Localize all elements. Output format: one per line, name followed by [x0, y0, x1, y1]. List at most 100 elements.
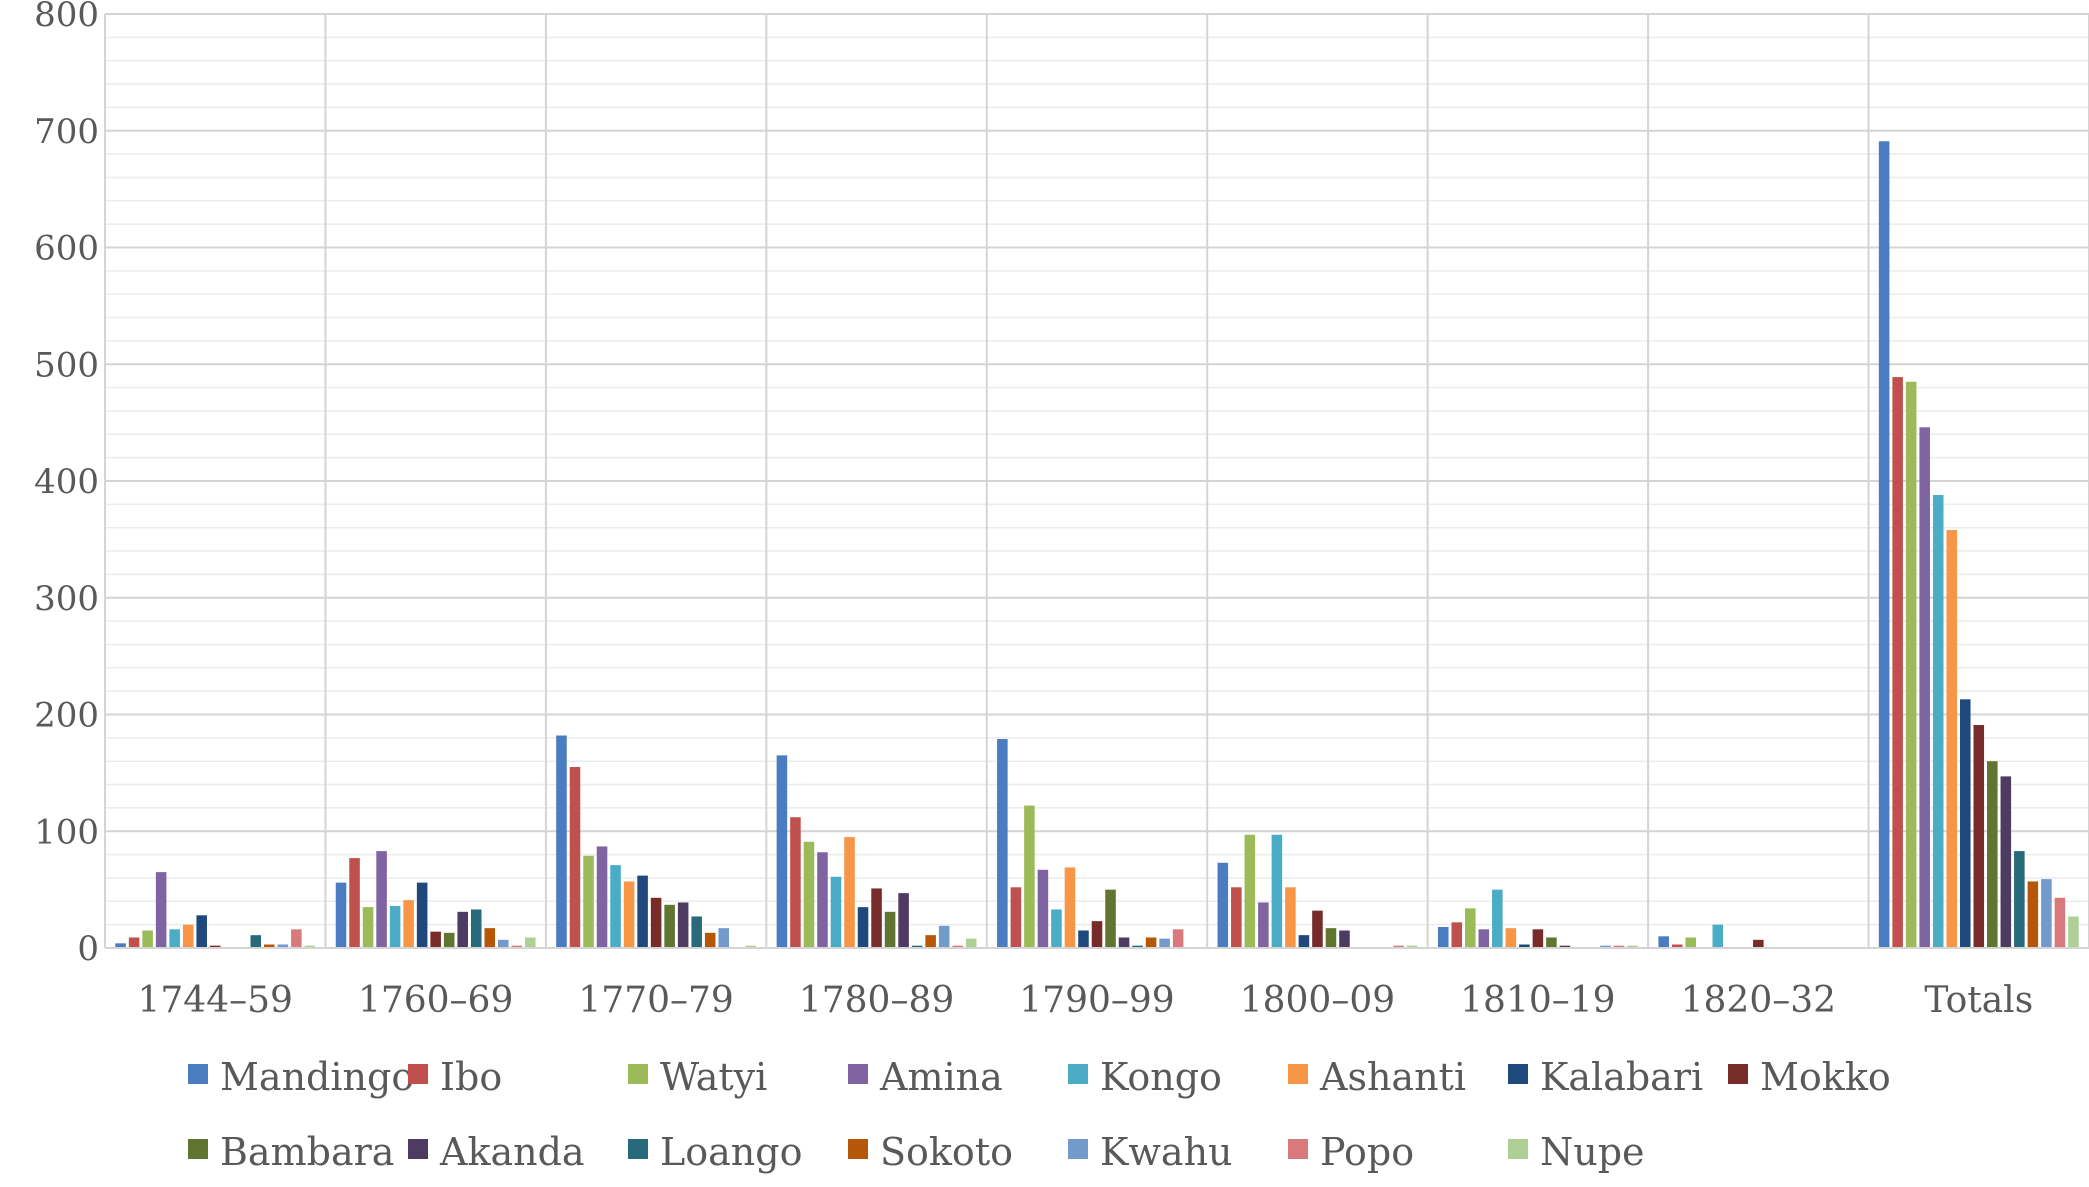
- legend-label: Kongo: [1100, 1055, 1222, 1099]
- bar-amina-4: [817, 852, 828, 948]
- y-tick-label: 100: [34, 812, 99, 852]
- bar-amina-1: [155, 872, 167, 948]
- gridlines: [104, 13, 2089, 949]
- bar-bambara-9: [1987, 761, 1998, 948]
- legend-swatch: [848, 1139, 868, 1159]
- legend-swatch: [1508, 1139, 1528, 1159]
- bar-akanda-6: [1339, 930, 1350, 948]
- legend-swatch: [188, 1064, 208, 1084]
- bar-bambara-7: [1546, 937, 1557, 948]
- bar-akanda-5: [1118, 937, 1130, 948]
- bar-kalabari-2: [416, 882, 428, 948]
- legend-label: Nupe: [1540, 1130, 1645, 1174]
- bar-watyi-1: [142, 930, 153, 948]
- bar-kongo-8: [1712, 924, 1724, 948]
- bar-akanda-3: [677, 902, 689, 948]
- legend-item-ashanti: Ashanti: [1288, 1055, 1466, 1099]
- y-tick-label: 600: [34, 229, 99, 269]
- legend-item-sokoto: Sokoto: [848, 1130, 1013, 1174]
- bar-watyi-3: [583, 855, 594, 948]
- bar-watyi-7: [1465, 908, 1476, 948]
- bar-mandingo-5: [997, 739, 1008, 948]
- bar-mokko-3: [650, 897, 662, 948]
- bar-ashanti-7: [1505, 928, 1517, 948]
- bar-mandingo-2: [335, 882, 347, 948]
- bar-loango-5: [1132, 945, 1143, 948]
- x-tick-label: 1800–09: [1240, 980, 1395, 1021]
- bar-sokoto-9: [2027, 881, 2039, 948]
- y-tick-label: 700: [34, 112, 99, 152]
- bar-mandingo-3: [556, 735, 567, 948]
- bar-kalabari-1: [196, 915, 207, 948]
- bar-amina-5: [1037, 869, 1049, 948]
- bar-kwahu-5: [1159, 938, 1170, 948]
- legend-label: Mokko: [1760, 1055, 1891, 1099]
- x-tick-label: 1770–79: [578, 980, 733, 1021]
- bar-kongo-6: [1271, 834, 1283, 948]
- bar-sokoto-1: [264, 944, 275, 948]
- bar-akanda-2: [457, 911, 468, 948]
- bar-mokko-9: [1973, 725, 1985, 948]
- bar-akanda-9: [2000, 776, 2012, 948]
- legend: Mandingo Ibo Watyi Amina Kongo Ashanti Kalabar…: [188, 1055, 1891, 1174]
- x-tick-label: Totals: [1924, 980, 2033, 1021]
- bar-amina-2: [376, 851, 387, 948]
- bar-mandingo-1: [115, 943, 126, 948]
- bar-ashanti-5: [1064, 867, 1076, 948]
- legend-swatch: [628, 1064, 648, 1084]
- legend-item-mokko: Mokko: [1728, 1055, 1891, 1099]
- bar-kalabari-4: [857, 907, 869, 948]
- legend-swatch: [1288, 1064, 1308, 1084]
- legend-item-watyi: Watyi: [628, 1055, 767, 1099]
- bar-kalabari-7: [1519, 944, 1530, 948]
- legend-item-nupe: Nupe: [1508, 1130, 1645, 1174]
- bar-bambara-2: [443, 932, 455, 948]
- legend-label: Akanda: [439, 1130, 585, 1174]
- legend-item-amina: Amina: [848, 1055, 1003, 1099]
- bar-bambara-6: [1325, 928, 1337, 948]
- legend-item-kongo: Kongo: [1068, 1055, 1222, 1099]
- legend-swatch: [1068, 1139, 1088, 1159]
- legend-swatch: [408, 1064, 428, 1084]
- bar-ashanti-9: [1946, 530, 1958, 948]
- legend-item-loango: Loango: [628, 1130, 802, 1174]
- bar-ibo-1: [128, 937, 140, 948]
- bar-mandingo-7: [1437, 926, 1449, 948]
- legend-item-bambara: Bambara: [188, 1130, 394, 1174]
- bar-sokoto-3: [704, 932, 716, 948]
- bar-amina-7: [1478, 929, 1490, 948]
- bar-popo-5: [1172, 929, 1184, 948]
- bar-bambara-4: [884, 911, 896, 948]
- bar-loango-9: [2014, 851, 2025, 948]
- bar-amina-9: [1919, 427, 1930, 948]
- bar-nupe-1: [304, 945, 316, 948]
- bar-sokoto-5: [1145, 937, 1157, 948]
- legend-label: Sokoto: [880, 1130, 1013, 1174]
- legend-label: Kwahu: [1100, 1130, 1233, 1174]
- legend-swatch: [188, 1139, 208, 1159]
- bar-amina-3: [596, 846, 608, 948]
- bar-nupe-9: [2068, 916, 2079, 948]
- bar-popo-9: [2054, 897, 2066, 948]
- legend-swatch: [848, 1064, 868, 1084]
- bar-watyi-8: [1685, 937, 1697, 948]
- bar-loango-2: [470, 909, 482, 948]
- bar-kongo-3: [610, 865, 621, 948]
- bar-kongo-2: [389, 905, 401, 948]
- legend-item-akanda: Akanda: [408, 1130, 585, 1174]
- bar-kalabari-5: [1078, 930, 1089, 948]
- bar-loango-4: [911, 945, 923, 948]
- bar-kongo-5: [1051, 909, 1062, 948]
- bar-kalabari-3: [637, 875, 648, 948]
- y-tick-label: 300: [34, 579, 99, 619]
- legend-item-ibo: Ibo: [408, 1055, 502, 1099]
- legend-swatch: [628, 1139, 648, 1159]
- bar-mokko-8: [1753, 939, 1764, 948]
- legend-swatch: [1728, 1064, 1748, 1084]
- bar-ibo-7: [1451, 922, 1463, 948]
- legend-label: Popo: [1320, 1130, 1414, 1174]
- bar-akanda-4: [898, 893, 909, 948]
- bar-nupe-7: [1627, 945, 1638, 948]
- bar-mandingo-9: [1878, 141, 1890, 948]
- bar-sokoto-2: [484, 928, 496, 948]
